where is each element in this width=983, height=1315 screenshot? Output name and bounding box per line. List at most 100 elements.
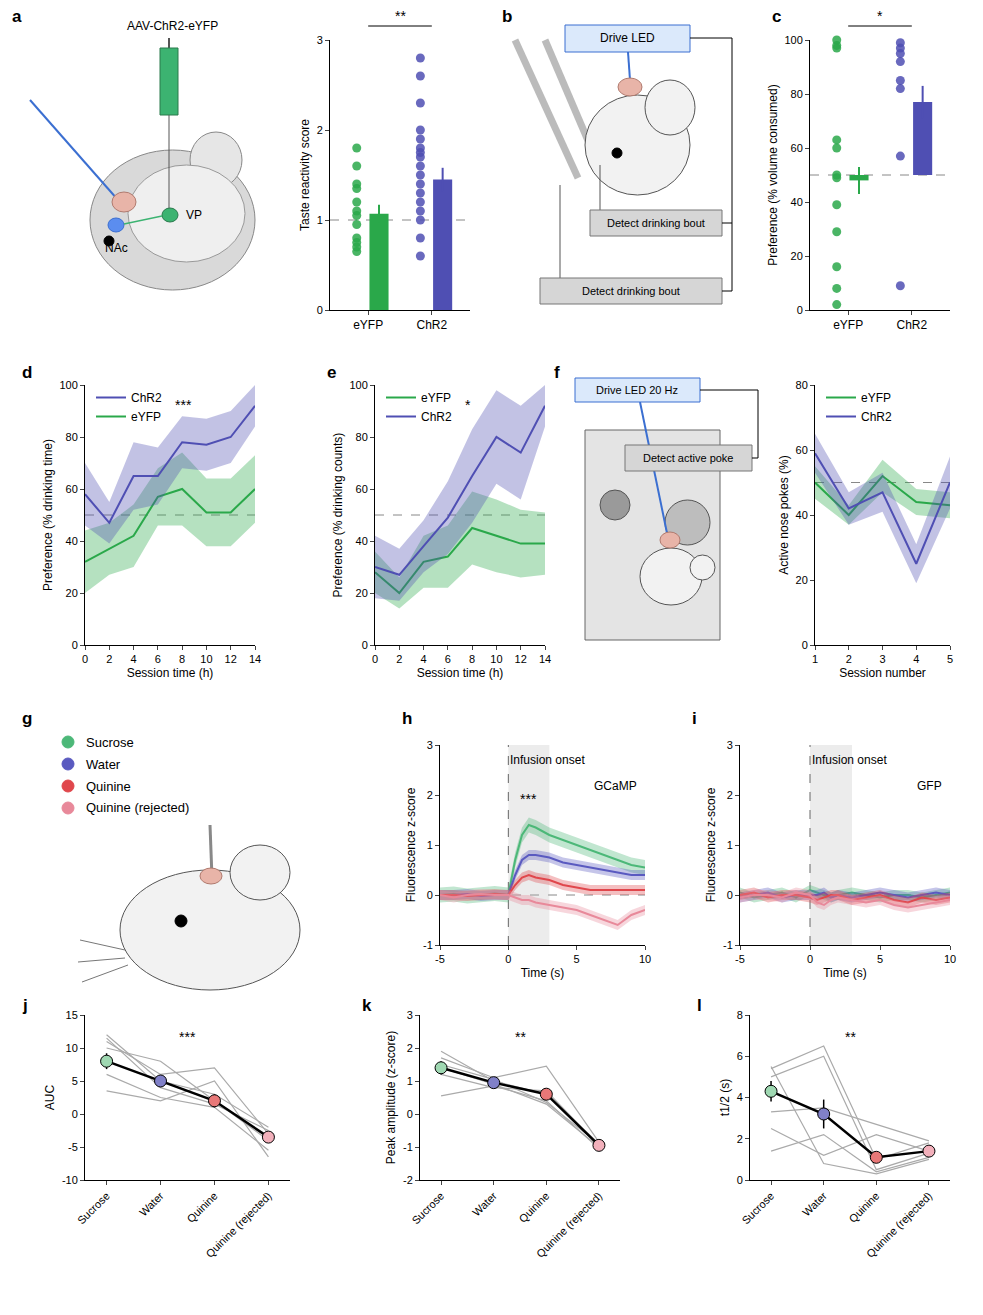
svg-text:h: h bbox=[402, 709, 412, 728]
svg-text:14: 14 bbox=[249, 653, 261, 665]
svg-text:Quinine: Quinine bbox=[184, 1190, 219, 1225]
svg-text:12: 12 bbox=[515, 653, 527, 665]
svg-text:6: 6 bbox=[155, 653, 161, 665]
svg-text:1: 1 bbox=[812, 653, 818, 665]
svg-text:-5: -5 bbox=[435, 953, 445, 965]
svg-text:10: 10 bbox=[490, 653, 502, 665]
svg-text:0: 0 bbox=[737, 1174, 743, 1186]
svg-text:40: 40 bbox=[796, 509, 808, 521]
svg-text:1: 1 bbox=[427, 839, 433, 851]
svg-text:Water: Water bbox=[86, 757, 121, 772]
svg-text:NAc: NAc bbox=[105, 241, 128, 255]
svg-text:8: 8 bbox=[469, 653, 475, 665]
svg-text:40: 40 bbox=[66, 535, 78, 547]
svg-text:*: * bbox=[465, 397, 471, 413]
svg-text:Time (s): Time (s) bbox=[823, 966, 867, 980]
svg-text:eYFP: eYFP bbox=[353, 318, 383, 332]
svg-text:**: ** bbox=[845, 1029, 856, 1045]
svg-text:AAV-ChR2-eYFP: AAV-ChR2-eYFP bbox=[127, 19, 218, 33]
svg-text:4: 4 bbox=[913, 653, 919, 665]
svg-text:5: 5 bbox=[574, 953, 580, 965]
svg-text:20: 20 bbox=[66, 587, 78, 599]
svg-text:0: 0 bbox=[82, 653, 88, 665]
svg-text:Detect drinking bout: Detect drinking bout bbox=[582, 285, 680, 297]
svg-text:Quinine: Quinine bbox=[846, 1190, 881, 1225]
svg-text:60: 60 bbox=[356, 483, 368, 495]
svg-text:Quinine (rejected): Quinine (rejected) bbox=[534, 1190, 604, 1260]
svg-text:Preference (% drinking counts): Preference (% drinking counts) bbox=[331, 433, 345, 598]
svg-text:8: 8 bbox=[179, 653, 185, 665]
svg-text:***: *** bbox=[175, 397, 192, 413]
svg-text:0: 0 bbox=[427, 889, 433, 901]
svg-text:80: 80 bbox=[791, 88, 803, 100]
svg-text:0: 0 bbox=[802, 639, 808, 651]
svg-text:ChR2: ChR2 bbox=[861, 410, 892, 424]
svg-text:Drive LED 20 Hz: Drive LED 20 Hz bbox=[596, 384, 678, 396]
svg-text:3: 3 bbox=[317, 34, 323, 46]
svg-text:eYFP: eYFP bbox=[833, 318, 863, 332]
svg-text:2: 2 bbox=[737, 1133, 743, 1145]
svg-text:Quinine (rejected): Quinine (rejected) bbox=[203, 1190, 273, 1260]
svg-text:Time (s): Time (s) bbox=[521, 966, 565, 980]
svg-text:Preference (% volume consumed): Preference (% volume consumed) bbox=[766, 84, 780, 265]
svg-text:Infusion onset: Infusion onset bbox=[812, 753, 887, 767]
svg-text:10: 10 bbox=[66, 1042, 78, 1054]
svg-text:-10: -10 bbox=[62, 1174, 78, 1186]
svg-text:-2: -2 bbox=[403, 1174, 413, 1186]
svg-text:100: 100 bbox=[784, 34, 802, 46]
svg-text:VP: VP bbox=[186, 208, 202, 222]
svg-text:2: 2 bbox=[727, 789, 733, 801]
svg-text:2: 2 bbox=[396, 653, 402, 665]
svg-text:6: 6 bbox=[737, 1050, 743, 1062]
svg-text:Session time (h): Session time (h) bbox=[127, 666, 214, 680]
svg-text:Quinine (rejected): Quinine (rejected) bbox=[86, 800, 189, 815]
svg-text:60: 60 bbox=[66, 483, 78, 495]
svg-text:20: 20 bbox=[356, 587, 368, 599]
svg-text:k: k bbox=[362, 996, 372, 1015]
svg-text:Water: Water bbox=[137, 1189, 166, 1218]
svg-text:3: 3 bbox=[407, 1009, 413, 1021]
svg-text:2: 2 bbox=[106, 653, 112, 665]
svg-text:l: l bbox=[697, 996, 702, 1015]
svg-text:Fluorescence z-score: Fluorescence z-score bbox=[704, 787, 718, 902]
svg-text:e: e bbox=[327, 363, 336, 382]
svg-text:0: 0 bbox=[727, 889, 733, 901]
svg-text:20: 20 bbox=[791, 250, 803, 262]
svg-text:0: 0 bbox=[362, 639, 368, 651]
svg-text:0: 0 bbox=[797, 304, 803, 316]
svg-text:g: g bbox=[22, 709, 32, 728]
svg-text:0: 0 bbox=[372, 653, 378, 665]
svg-text:ChR2: ChR2 bbox=[131, 391, 162, 405]
svg-text:eYFP: eYFP bbox=[131, 410, 161, 424]
svg-text:100: 100 bbox=[59, 379, 77, 391]
svg-text:-5: -5 bbox=[68, 1141, 78, 1153]
svg-text:b: b bbox=[502, 7, 512, 26]
svg-text:c: c bbox=[772, 7, 781, 26]
svg-text:0: 0 bbox=[505, 953, 511, 965]
svg-text:eYFP: eYFP bbox=[861, 391, 891, 405]
svg-text:1: 1 bbox=[407, 1075, 413, 1087]
svg-text:GFP: GFP bbox=[917, 779, 942, 793]
svg-text:Sucrose: Sucrose bbox=[75, 1190, 112, 1227]
svg-text:2: 2 bbox=[846, 653, 852, 665]
svg-text:40: 40 bbox=[356, 535, 368, 547]
svg-text:d: d bbox=[22, 363, 32, 382]
svg-text:15: 15 bbox=[66, 1009, 78, 1021]
svg-text:Sucrose: Sucrose bbox=[86, 735, 134, 750]
svg-text:***: *** bbox=[520, 791, 537, 807]
svg-text:0: 0 bbox=[317, 304, 323, 316]
svg-text:***: *** bbox=[179, 1029, 196, 1045]
svg-text:10: 10 bbox=[200, 653, 212, 665]
svg-text:Peak amplitude (z-score): Peak amplitude (z-score) bbox=[384, 1031, 398, 1164]
svg-text:5: 5 bbox=[877, 953, 883, 965]
svg-text:3: 3 bbox=[727, 739, 733, 751]
svg-text:Quinine: Quinine bbox=[86, 779, 131, 794]
svg-text:2: 2 bbox=[407, 1042, 413, 1054]
svg-text:Session time (h): Session time (h) bbox=[417, 666, 504, 680]
svg-text:-1: -1 bbox=[423, 939, 433, 951]
svg-text:5: 5 bbox=[947, 653, 953, 665]
svg-text:60: 60 bbox=[791, 142, 803, 154]
svg-text:4: 4 bbox=[131, 653, 137, 665]
svg-text:10: 10 bbox=[639, 953, 651, 965]
svg-text:Sucrose: Sucrose bbox=[739, 1190, 776, 1227]
